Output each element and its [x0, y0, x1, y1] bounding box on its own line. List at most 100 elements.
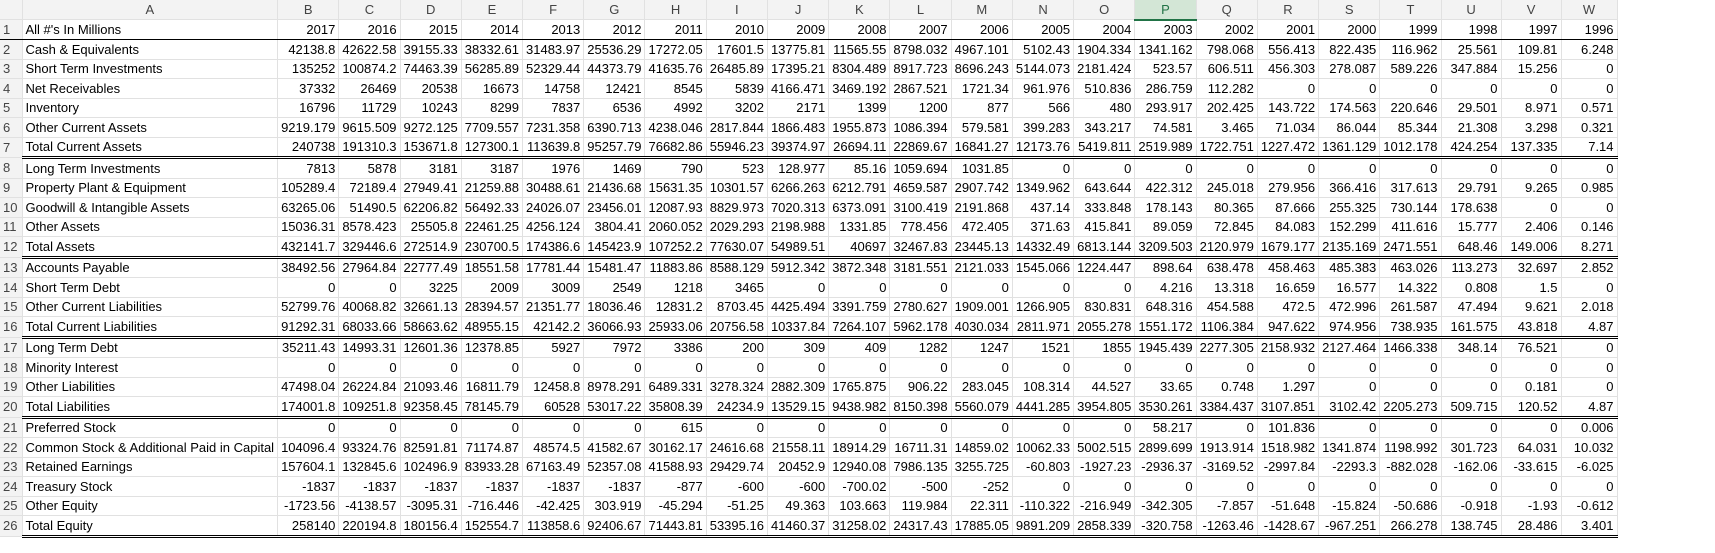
value-cell[interactable]: 730.144 — [1379, 197, 1442, 218]
value-cell[interactable]: 40697 — [828, 236, 891, 259]
value-cell[interactable]: 116.962 — [1379, 39, 1442, 60]
value-cell[interactable]: 7837 — [522, 98, 585, 118]
value-cell[interactable]: 80.365 — [1196, 197, 1258, 218]
value-cell[interactable]: 3209.503 — [1134, 236, 1197, 259]
value-cell[interactable]: 579.581 — [951, 117, 1013, 138]
value-cell[interactable]: 2014 — [461, 19, 524, 40]
value-cell[interactable]: 2003 — [1134, 19, 1197, 40]
value-cell[interactable]: 21.308 — [1441, 117, 1502, 138]
value-cell[interactable]: 60528 — [522, 396, 585, 419]
value-cell[interactable]: 399.283 — [1012, 117, 1075, 138]
value-cell[interactable]: 12378.85 — [461, 337, 524, 358]
value-cell[interactable]: 0 — [828, 357, 891, 378]
value-cell[interactable]: 71174.87 — [461, 437, 524, 458]
value-cell[interactable]: 0 — [1501, 417, 1562, 438]
value-cell[interactable]: 127300.1 — [461, 136, 524, 159]
value-cell[interactable]: 0 — [889, 417, 952, 438]
row-label-cell[interactable]: Inventory — [22, 98, 279, 118]
value-cell[interactable]: -0.918 — [1441, 496, 1502, 516]
value-cell[interactable]: 458.463 — [1257, 257, 1320, 278]
value-cell[interactable]: 120.52 — [1501, 396, 1562, 419]
value-cell[interactable]: 347.884 — [1441, 59, 1502, 79]
value-cell[interactable]: -216.949 — [1073, 496, 1136, 516]
value-cell[interactable]: 638.478 — [1196, 257, 1258, 278]
value-cell[interactable]: 0 — [1501, 157, 1562, 179]
value-cell[interactable]: -1837 — [461, 476, 524, 497]
value-cell[interactable]: 7.14 — [1561, 136, 1618, 159]
value-cell[interactable]: 0 — [706, 417, 768, 438]
value-cell[interactable]: 7020.313 — [767, 197, 830, 218]
value-cell[interactable]: 3465 — [706, 277, 768, 298]
column-header-r[interactable]: R — [1257, 0, 1320, 20]
value-cell[interactable]: 101.836 — [1257, 417, 1320, 438]
value-cell[interactable]: 286.759 — [1134, 78, 1197, 99]
value-cell[interactable]: 3469.192 — [828, 78, 891, 99]
value-cell[interactable]: 371.63 — [1012, 217, 1075, 237]
value-cell[interactable]: 52329.44 — [522, 59, 585, 79]
value-cell[interactable]: 25.561 — [1441, 39, 1502, 60]
value-cell[interactable]: 0 — [338, 277, 401, 298]
value-cell[interactable]: 82591.81 — [400, 437, 462, 458]
value-cell[interactable]: 91292.31 — [277, 316, 340, 339]
value-cell[interactable]: 643.644 — [1073, 178, 1136, 198]
value-cell[interactable]: 0 — [1318, 377, 1381, 397]
row-label-cell[interactable]: Common Stock & Additional Paid in Capita… — [22, 437, 279, 458]
value-cell[interactable]: 15.777 — [1441, 217, 1502, 237]
value-cell[interactable]: 974.956 — [1318, 316, 1381, 339]
value-cell[interactable]: 2519.989 — [1134, 136, 1197, 159]
value-cell[interactable]: 0 — [1134, 476, 1197, 497]
value-cell[interactable]: 1466.338 — [1379, 337, 1442, 358]
value-cell[interactable]: 8578.423 — [338, 217, 401, 237]
value-cell[interactable]: 220.646 — [1379, 98, 1442, 118]
value-cell[interactable]: 1469 — [583, 157, 646, 179]
value-cell[interactable]: 301.723 — [1441, 437, 1502, 458]
value-cell[interactable]: 76.521 — [1501, 337, 1562, 358]
value-cell[interactable]: 1247 — [951, 337, 1013, 358]
value-cell[interactable]: 0 — [277, 357, 340, 378]
value-cell[interactable]: 3804.41 — [583, 217, 646, 237]
column-header-d[interactable]: D — [400, 0, 462, 20]
value-cell[interactable]: 3.298 — [1501, 117, 1562, 138]
value-cell[interactable]: 0 — [1441, 357, 1502, 378]
value-cell[interactable]: 0 — [1318, 357, 1381, 378]
value-cell[interactable]: 4992 — [644, 98, 707, 118]
value-cell[interactable]: 1721.34 — [951, 78, 1013, 99]
value-cell[interactable]: 1349.962 — [1012, 178, 1075, 198]
value-cell[interactable]: 85.344 — [1379, 117, 1442, 138]
value-cell[interactable]: 1331.85 — [828, 217, 891, 237]
value-cell[interactable]: -500 — [889, 476, 952, 497]
column-header-c[interactable]: C — [338, 0, 401, 20]
value-cell[interactable]: 12173.76 — [1012, 136, 1075, 159]
value-cell[interactable]: 5927 — [522, 337, 585, 358]
column-header-f[interactable]: F — [522, 0, 585, 20]
value-cell[interactable]: 2121.033 — [951, 257, 1013, 278]
value-cell[interactable]: 35211.43 — [277, 337, 340, 358]
value-cell[interactable]: 8.971 — [1501, 98, 1562, 118]
value-cell[interactable]: 14758 — [522, 78, 585, 99]
row-header[interactable]: 18 — [0, 357, 23, 378]
value-cell[interactable]: -45.294 — [644, 496, 707, 516]
value-cell[interactable]: 44.527 — [1073, 377, 1136, 397]
value-cell[interactable]: 615 — [644, 417, 707, 438]
row-label-cell[interactable]: Other Equity — [22, 496, 279, 516]
row-label-cell[interactable]: Total Equity — [22, 515, 279, 538]
row-header[interactable]: 11 — [0, 217, 23, 237]
value-cell[interactable]: 0 — [1257, 78, 1320, 99]
row-label-cell[interactable]: Cash & Equivalents — [22, 39, 279, 60]
value-cell[interactable]: 157604.1 — [277, 457, 340, 477]
value-cell[interactable]: 12601.36 — [400, 337, 462, 358]
value-cell[interactable]: 778.456 — [889, 217, 952, 237]
value-cell[interactable]: 8304.489 — [828, 59, 891, 79]
column-header-n[interactable]: N — [1012, 0, 1075, 20]
column-header-q[interactable]: Q — [1196, 0, 1258, 20]
value-cell[interactable]: 0 — [522, 357, 585, 378]
value-cell[interactable]: 2005 — [1012, 19, 1075, 40]
column-header-g[interactable]: G — [583, 0, 646, 20]
value-cell[interactable]: 11565.55 — [828, 39, 891, 60]
value-cell[interactable]: 0 — [1196, 157, 1258, 179]
value-cell[interactable]: 153671.8 — [400, 136, 462, 159]
row-header[interactable]: 2 — [0, 39, 23, 60]
value-cell[interactable]: 0 — [1379, 357, 1442, 378]
value-cell[interactable]: 10243 — [400, 98, 462, 118]
value-cell[interactable]: 3.401 — [1561, 515, 1618, 538]
